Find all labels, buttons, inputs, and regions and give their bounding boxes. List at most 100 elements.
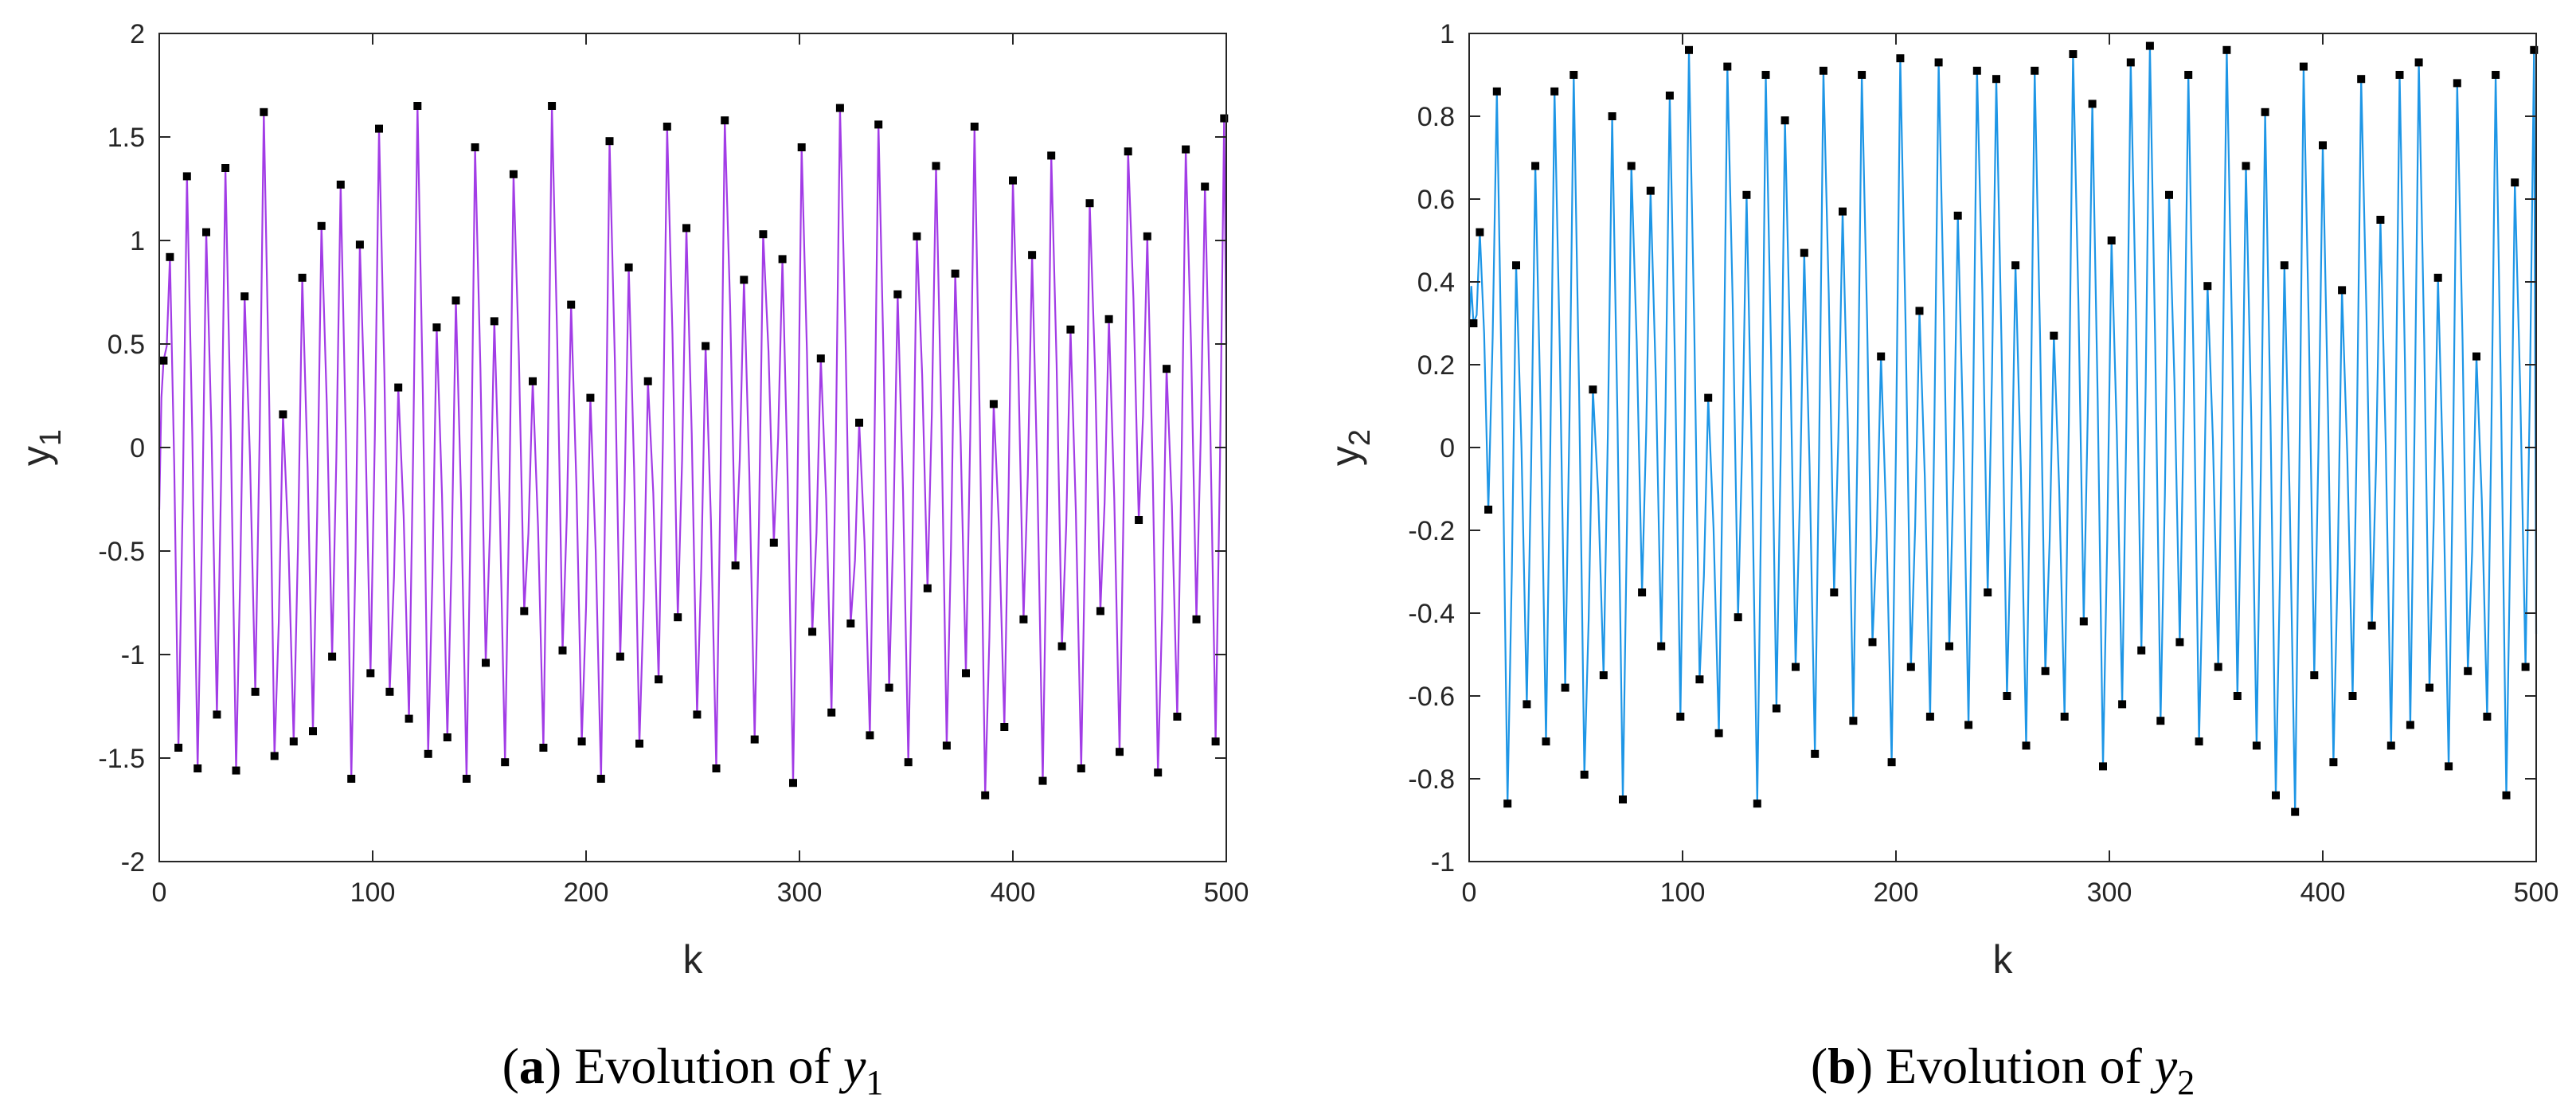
marker-y1-38 xyxy=(520,607,529,616)
marker-y2-45 xyxy=(1896,54,1905,63)
marker-y2-53 xyxy=(1972,66,1981,75)
marker-y2-40 xyxy=(1849,717,1858,725)
y-tick-label-a-0: -2 xyxy=(121,847,145,878)
marker-y2-71 xyxy=(2145,41,2154,50)
marker-y1-62 xyxy=(750,735,759,744)
caption-b-letter: b xyxy=(1827,1038,1856,1094)
marker-y1-104 xyxy=(1154,768,1163,777)
marker-y1-89 xyxy=(1009,176,1017,185)
marker-y2-36 xyxy=(1811,749,1820,758)
marker-y2-33 xyxy=(1781,116,1789,125)
marker-y2-63 xyxy=(2069,50,2078,58)
marker-y2-2 xyxy=(1484,506,1493,514)
marker-y2-98 xyxy=(2406,721,2414,729)
marker-y2-99 xyxy=(2414,58,2423,67)
marker-y1-23 xyxy=(375,124,383,133)
marker-y2-7 xyxy=(1531,162,1540,170)
marker-y1-75 xyxy=(874,120,883,129)
marker-y2-6 xyxy=(1523,700,1531,709)
marker-y2-59 xyxy=(2031,66,2039,75)
marker-y1-7 xyxy=(221,164,230,172)
marker-y1-73 xyxy=(855,418,863,427)
x-tick-label-b-1: 100 xyxy=(1660,878,1706,908)
marker-y1-46 xyxy=(596,775,605,783)
marker-y1-12 xyxy=(270,752,279,760)
marker-y1-98 xyxy=(1096,607,1104,616)
y-tick-label-b-4: -0.2 xyxy=(1408,516,1455,546)
marker-y2-27 xyxy=(1723,62,1732,71)
y-tick-label-b-0: -1 xyxy=(1431,847,1455,878)
marker-y2-92 xyxy=(2348,692,2357,700)
marker-y1-64 xyxy=(769,538,778,547)
marker-y1-59 xyxy=(721,116,729,125)
marker-y2-54 xyxy=(1984,588,1992,596)
marker-y2-109 xyxy=(2511,178,2519,187)
marker-y1-111 xyxy=(1220,114,1229,123)
marker-y1-83 xyxy=(951,269,960,278)
marker-y1-61 xyxy=(740,276,749,284)
x-tick-label-a-0: 0 xyxy=(152,878,167,908)
caption-a: (a) Evolution of y1 xyxy=(502,1038,884,1102)
marker-y2-89 xyxy=(2319,141,2327,150)
marker-y2-37 xyxy=(1819,66,1827,75)
marker-y2-42 xyxy=(1868,638,1877,647)
marker-y1-42 xyxy=(558,646,567,655)
marker-y1-93 xyxy=(1047,151,1056,160)
marker-y1-95 xyxy=(1066,325,1075,334)
marker-y2-58 xyxy=(2022,741,2031,750)
plot-b-area: 0 100 200 300 400 500 -1 -0.8 -0.6 -0.4 -0.2 0 0.2 0.… xyxy=(1408,19,2558,908)
marker-y2-64 xyxy=(2079,617,2088,626)
marker-y2-22 xyxy=(1676,713,1685,721)
marker-y2-28 xyxy=(1734,613,1742,622)
marker-y2-4 xyxy=(1503,799,1512,808)
marker-y1-97 xyxy=(1085,199,1094,208)
x-axis-label-a: k xyxy=(683,937,704,982)
marker-y2-101 xyxy=(2433,273,2442,282)
marker-y1-4 xyxy=(193,764,202,772)
marker-y1-58 xyxy=(712,764,721,772)
marker-y2-48 xyxy=(1925,713,1934,721)
caption-b-var: y xyxy=(2150,1038,2178,1094)
y-tick-label-a-2: -1 xyxy=(121,640,145,670)
marker-y2-10 xyxy=(1561,683,1569,692)
marker-y2-69 xyxy=(2126,58,2135,67)
marker-y2-77 xyxy=(2203,282,2212,291)
marker-y2-56 xyxy=(2003,692,2011,700)
x-tick-label-a-2: 200 xyxy=(564,878,609,908)
marker-y2-82 xyxy=(2252,741,2261,750)
y-axis-label-a: y1 xyxy=(14,429,68,466)
y-tick-label-a-5: 0.5 xyxy=(107,330,145,360)
y-tick-label-b-9: 0.8 xyxy=(1417,102,1455,132)
marker-y1-20 xyxy=(347,775,356,783)
y-tick-label-b-10: 1 xyxy=(1440,19,1455,49)
marker-y2-96 xyxy=(2386,741,2395,750)
marker-y2-50 xyxy=(1945,642,1953,651)
marker-y2-66 xyxy=(2099,762,2107,771)
y-axis-label-b-base: y xyxy=(1323,446,1367,466)
plot-a-frame xyxy=(158,33,1227,862)
marker-y2-108 xyxy=(2502,791,2511,799)
marker-y1-79 xyxy=(913,232,921,240)
plot-b-frame xyxy=(1468,33,2537,862)
marker-y1-43 xyxy=(567,300,576,309)
marker-y1-44 xyxy=(577,737,586,746)
marker-y2-39 xyxy=(1839,207,1847,216)
marker-y2-93 xyxy=(2357,75,2366,84)
marker-y2-15 xyxy=(1608,112,1616,120)
y-tick-label-a-8: 2 xyxy=(130,19,145,49)
marker-y1-103 xyxy=(1143,232,1151,240)
marker-y1-45 xyxy=(586,393,595,402)
marker-y2-21 xyxy=(1665,92,1674,100)
caption-b: (b) Evolution of y2 xyxy=(1811,1038,2195,1102)
marker-y2-35 xyxy=(1800,248,1808,257)
marker-y2-44 xyxy=(1887,758,1896,767)
y-axis-label-b: y2 xyxy=(1323,429,1377,466)
marker-y2-94 xyxy=(2367,621,2376,630)
marker-y2-107 xyxy=(2492,71,2500,79)
marker-y1-22 xyxy=(366,669,375,678)
marker-y2-34 xyxy=(1792,663,1800,671)
x-tick-label-a-4: 400 xyxy=(991,878,1036,908)
marker-y2-91 xyxy=(2338,286,2347,295)
marker-y2-81 xyxy=(2242,162,2250,170)
